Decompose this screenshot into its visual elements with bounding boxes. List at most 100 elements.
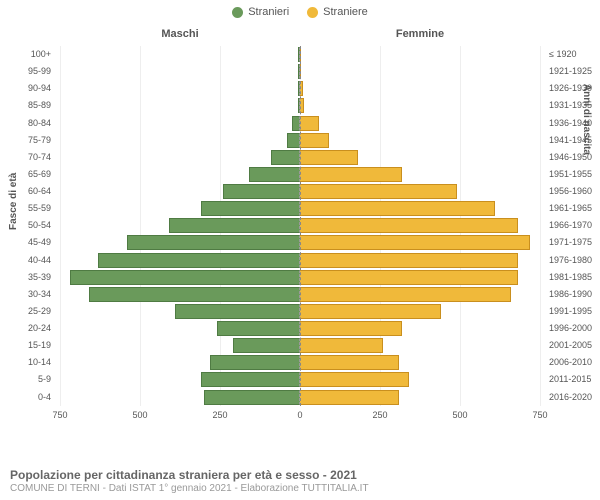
x-tick: 750: [52, 410, 67, 420]
y-tick-right: 2016-2020: [545, 389, 600, 406]
bar-female: [300, 116, 319, 131]
bar-female: [300, 338, 383, 353]
chart-footer: Popolazione per cittadinanza straniera p…: [10, 468, 590, 494]
bar-male: [249, 167, 300, 182]
y-tick-left: 75-79: [0, 132, 55, 149]
y-tick-left: 85-89: [0, 97, 55, 114]
bar-male: [89, 287, 300, 302]
x-gridline: [540, 46, 541, 406]
bar-female: [300, 355, 399, 370]
y-tick-left: 50-54: [0, 217, 55, 234]
bar-female: [300, 167, 402, 182]
bar-male: [201, 201, 300, 216]
bar-female: [300, 201, 495, 216]
y-tick-left: 25-29: [0, 303, 55, 320]
y-tick-left: 0-4: [0, 389, 55, 406]
y-tick-left: 60-64: [0, 183, 55, 200]
y-tick-right: 1986-1990: [545, 286, 600, 303]
y-tick-left: 95-99: [0, 63, 55, 80]
bar-female: [300, 218, 518, 233]
x-tick: 500: [132, 410, 147, 420]
y-tick-right: 1936-1940: [545, 115, 600, 132]
y-tick-right: 2001-2005: [545, 337, 600, 354]
y-tick-right: 2011-2015: [545, 371, 600, 388]
y-tick-right: 2006-2010: [545, 354, 600, 371]
bar-female: [300, 270, 518, 285]
bar-male: [169, 218, 300, 233]
y-tick-right: 1941-1945: [545, 132, 600, 149]
y-tick-right: 1926-1930: [545, 80, 600, 97]
center-line: [300, 46, 301, 406]
bar-male: [201, 372, 300, 387]
bar-female: [300, 184, 457, 199]
y-axis-right-ticks: ≤ 19201921-19251926-19301931-19351936-19…: [545, 46, 600, 406]
plot-area: Maschi Femmine: [60, 28, 540, 438]
y-tick-left: 70-74: [0, 149, 55, 166]
x-tick: 0: [297, 410, 302, 420]
bar-male: [70, 270, 300, 285]
y-tick-left: 90-94: [0, 80, 55, 97]
y-tick-left: 40-44: [0, 252, 55, 269]
legend: Stranieri Straniere: [0, 0, 600, 18]
y-tick-left: 15-19: [0, 337, 55, 354]
bar-female: [300, 235, 530, 250]
y-tick-right: 1976-1980: [545, 252, 600, 269]
y-tick-left: 55-59: [0, 200, 55, 217]
footer-subtitle: COMUNE DI TERNI - Dati ISTAT 1° gennaio …: [10, 483, 590, 494]
legend-item-female: Straniere: [307, 6, 368, 18]
bar-female: [300, 253, 518, 268]
y-tick-right: 1951-1955: [545, 166, 600, 183]
y-axis-left-ticks: 100+95-9990-9485-8980-8475-7970-7465-696…: [0, 46, 55, 406]
side-titles: Maschi Femmine: [60, 28, 540, 40]
bar-male: [271, 150, 300, 165]
legend-label-female: Straniere: [323, 6, 368, 18]
bar-female: [300, 390, 399, 405]
bar-male: [217, 321, 300, 336]
y-tick-left: 65-69: [0, 166, 55, 183]
legend-label-male: Stranieri: [248, 6, 289, 18]
bar-male: [98, 253, 300, 268]
bar-female: [300, 372, 409, 387]
y-tick-right: 1991-1995: [545, 303, 600, 320]
side-title-female: Femmine: [300, 28, 540, 40]
y-tick-left: 30-34: [0, 286, 55, 303]
legend-item-male: Stranieri: [232, 6, 289, 18]
x-tick: 500: [452, 410, 467, 420]
bar-male: [287, 133, 300, 148]
bar-male: [175, 304, 300, 319]
population-pyramid: Stranieri Straniere Fasce di età Anni di…: [0, 0, 600, 500]
y-tick-right: 1931-1935: [545, 97, 600, 114]
bar-female: [300, 287, 511, 302]
y-tick-left: 5-9: [0, 371, 55, 388]
y-tick-right: 1996-2000: [545, 320, 600, 337]
bar-male: [204, 390, 300, 405]
bar-female: [300, 150, 358, 165]
y-tick-left: 10-14: [0, 354, 55, 371]
bar-male: [223, 184, 300, 199]
bar-female: [300, 321, 402, 336]
y-tick-left: 35-39: [0, 269, 55, 286]
bar-male: [292, 116, 300, 131]
x-tick: 250: [212, 410, 227, 420]
y-tick-right: 1981-1985: [545, 269, 600, 286]
swatch-female-icon: [307, 7, 318, 18]
x-tick: 250: [372, 410, 387, 420]
y-tick-right: ≤ 1920: [545, 46, 600, 63]
bar-male: [233, 338, 300, 353]
side-title-male: Maschi: [60, 28, 300, 40]
y-tick-right: 1956-1960: [545, 183, 600, 200]
bar-male: [127, 235, 300, 250]
footer-title: Popolazione per cittadinanza straniera p…: [10, 468, 590, 482]
y-tick-left: 45-49: [0, 234, 55, 251]
y-tick-right: 1971-1975: [545, 234, 600, 251]
y-tick-right: 1966-1970: [545, 217, 600, 234]
x-axis-ticks: 7505002500250500750: [60, 408, 540, 426]
bar-male: [210, 355, 300, 370]
y-tick-right: 1946-1950: [545, 149, 600, 166]
y-tick-left: 20-24: [0, 320, 55, 337]
y-tick-left: 80-84: [0, 115, 55, 132]
bar-female: [300, 304, 441, 319]
bar-female: [300, 133, 329, 148]
y-tick-left: 100+: [0, 46, 55, 63]
y-tick-right: 1961-1965: [545, 200, 600, 217]
